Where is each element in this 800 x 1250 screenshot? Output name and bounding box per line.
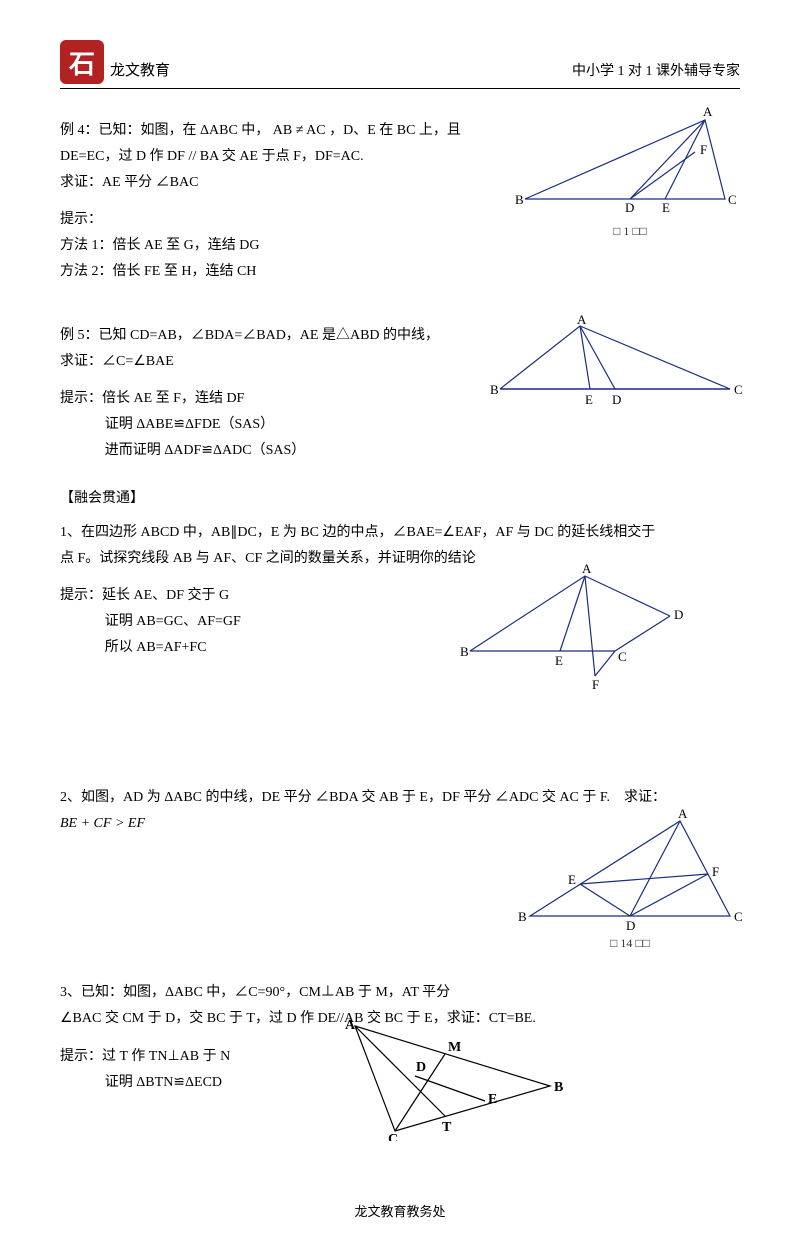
svg-text:B: B (490, 382, 499, 397)
page-header: 石 龙文教育 中小学 1 对 1 课外辅导专家 (60, 40, 740, 89)
svg-text:D: D (612, 392, 621, 407)
svg-text:E: E (568, 872, 576, 887)
svg-text:A: A (703, 104, 713, 119)
ex4-diagram: A B C D E F □ 1 □□ (510, 104, 750, 224)
p2-diagram: A B C D E F □ 14 □□ (510, 806, 750, 956)
svg-text:F: F (712, 864, 719, 879)
svg-text:B: B (460, 644, 469, 659)
svg-text:E: E (585, 392, 593, 407)
svg-text:C: C (618, 649, 627, 664)
ex4-caption: □ 1 □□ (510, 224, 750, 239)
ex5-hint2: 进而证明 ΔADF≌ΔADC（SAS） (60, 439, 740, 463)
logo-char: 石 (69, 44, 95, 81)
svg-text:D: D (416, 1060, 426, 1075)
example-4: 例 4：已知：如图，在 ΔABC 中， AB ≠ AC ，D、E 在 BC 上，… (60, 119, 740, 284)
svg-text:D: D (674, 607, 683, 622)
svg-text:E: E (488, 1092, 497, 1107)
p3-line1: 3、已知：如图，ΔABC 中，∠C=90°，CM⊥AB 于 M，AT 平分 (60, 981, 740, 1005)
problem-3: 3、已知：如图，ΔABC 中，∠C=90°，CM⊥AB 于 M，AT 平分 ∠B… (60, 981, 740, 1176)
svg-text:E: E (555, 653, 563, 668)
svg-text:C: C (734, 382, 743, 397)
header-tagline: 中小学 1 对 1 课外辅导专家 (572, 60, 740, 84)
svg-text:C: C (734, 909, 743, 924)
header-left: 石 龙文教育 (60, 40, 170, 84)
svg-text:D: D (625, 200, 634, 215)
ex4-hint2: 方法 2：倍长 FE 至 H，连结 CH (60, 260, 740, 284)
p1-diagram: A B D E C F (460, 561, 700, 691)
p3-diagram: A B C M D E T (340, 1011, 580, 1141)
p1-line1: 1、在四边形 ABCD 中，AB∥DC，E 为 BC 边的中点，∠BAE=∠EA… (60, 521, 740, 545)
svg-text:A: A (577, 314, 587, 327)
svg-text:A: A (678, 806, 688, 821)
svg-text:B: B (515, 192, 524, 207)
brand-name: 龙文教育 (110, 59, 170, 84)
svg-text:A: A (582, 561, 592, 576)
svg-text:C: C (388, 1132, 398, 1141)
ex5-diagram: A B C E D (490, 314, 750, 414)
ex5-hint1: 证明 ΔABE≌ΔFDE（SAS） (60, 413, 740, 437)
svg-text:F: F (592, 677, 599, 691)
svg-text:F: F (700, 142, 707, 157)
svg-text:C: C (728, 192, 737, 207)
svg-text:B: B (554, 1080, 563, 1095)
section-ronghui: 【融会贯通】 (60, 487, 740, 507)
svg-text:M: M (448, 1040, 461, 1055)
example-5: 例 5：已知 CD=AB，∠BDA=∠BAD，AE 是△ABD 的中线， 求证：… (60, 324, 740, 463)
svg-text:D: D (626, 918, 635, 933)
svg-text:B: B (518, 909, 527, 924)
problem-1: 1、在四边形 ABCD 中，AB∥DC，E 为 BC 边的中点，∠BAE=∠EA… (60, 521, 740, 762)
svg-text:E: E (662, 200, 670, 215)
logo-icon: 石 (60, 40, 104, 84)
svg-text:T: T (442, 1120, 452, 1135)
page-footer: 龙文教育教务处 (60, 1201, 740, 1220)
p2-caption: □ 14 □□ (510, 936, 750, 951)
problem-2: 2、如图，AD 为 ΔABC 的中线，DE 平分 ∠BDA 交 AB 于 E，D… (60, 786, 740, 958)
svg-text:A: A (345, 1018, 356, 1033)
